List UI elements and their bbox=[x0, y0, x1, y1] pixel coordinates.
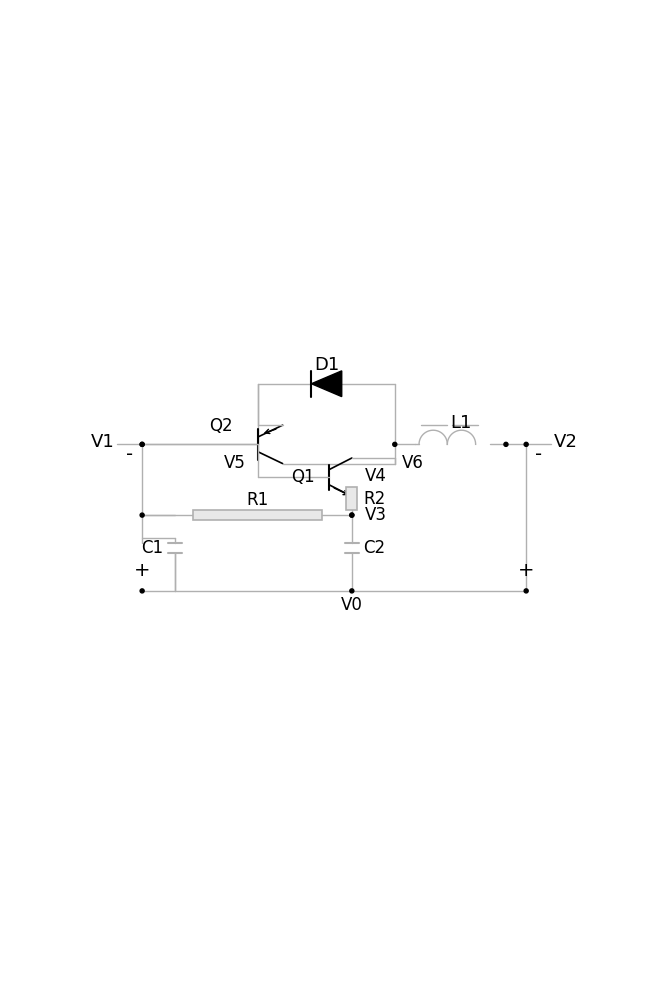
Text: R2: R2 bbox=[363, 490, 386, 508]
Text: V2: V2 bbox=[554, 433, 578, 451]
Text: V6: V6 bbox=[402, 454, 424, 472]
Circle shape bbox=[504, 442, 508, 446]
Bar bbox=[346, 487, 357, 510]
Circle shape bbox=[524, 442, 528, 446]
Text: +: + bbox=[134, 561, 151, 580]
Text: L1: L1 bbox=[450, 414, 471, 432]
Circle shape bbox=[350, 589, 354, 593]
Circle shape bbox=[350, 513, 354, 517]
Text: V1: V1 bbox=[91, 433, 114, 451]
Text: D1: D1 bbox=[314, 356, 339, 374]
Circle shape bbox=[140, 589, 144, 593]
Bar bbox=[193, 510, 321, 520]
Circle shape bbox=[350, 513, 354, 517]
Text: Q1: Q1 bbox=[291, 468, 315, 486]
Text: C1: C1 bbox=[141, 539, 164, 557]
Text: Q2: Q2 bbox=[209, 417, 233, 435]
Text: -: - bbox=[535, 445, 542, 464]
Text: V4: V4 bbox=[364, 467, 387, 485]
Circle shape bbox=[140, 442, 144, 446]
Text: +: + bbox=[518, 561, 535, 580]
Text: C2: C2 bbox=[363, 539, 385, 557]
Polygon shape bbox=[312, 371, 342, 397]
Circle shape bbox=[524, 589, 528, 593]
Text: V0: V0 bbox=[341, 596, 363, 614]
Circle shape bbox=[393, 442, 397, 446]
Circle shape bbox=[140, 442, 144, 446]
Text: R1: R1 bbox=[246, 491, 269, 509]
Text: -: - bbox=[126, 445, 133, 464]
Circle shape bbox=[140, 513, 144, 517]
Text: V5: V5 bbox=[224, 454, 246, 472]
Text: V3: V3 bbox=[364, 506, 387, 524]
